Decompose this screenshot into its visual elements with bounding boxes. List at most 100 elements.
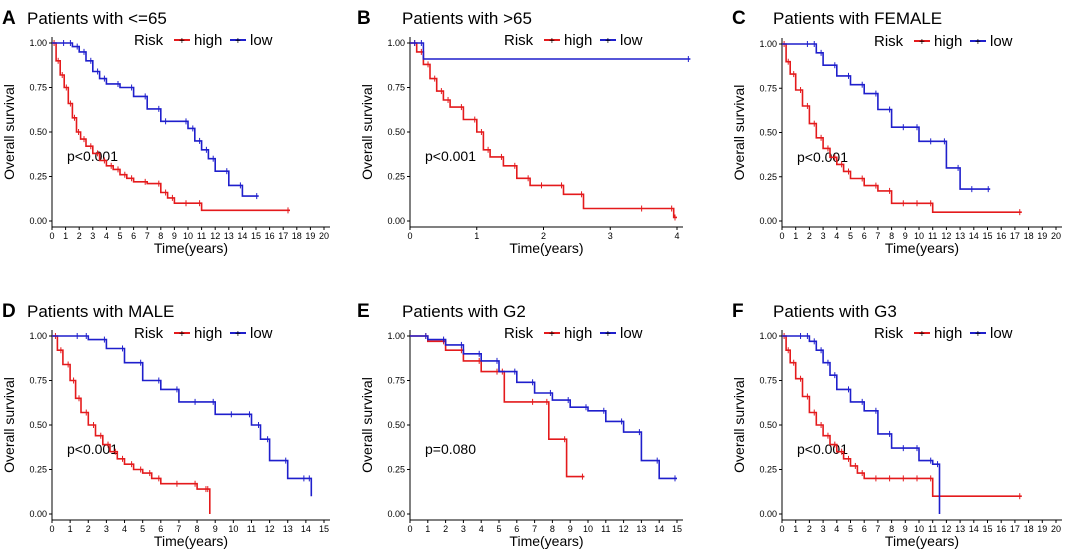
x-tick-label: 18	[292, 231, 302, 241]
x-tick-label: 7	[875, 231, 880, 241]
y-tick-label: 0.75	[759, 83, 777, 93]
x-tick-label: 15	[319, 524, 329, 534]
y-tick-label: 0.75	[759, 376, 777, 386]
y-tick-label: 0.00	[387, 509, 405, 519]
legend-title: Risk	[134, 32, 164, 49]
x-tick-label: 20	[1051, 231, 1061, 241]
legend-marker-low: +	[975, 329, 981, 340]
panel-letter: E	[357, 301, 370, 322]
x-tick-label: 17	[1010, 231, 1020, 241]
censor-marks-high	[783, 41, 1021, 216]
censor-marks-high	[54, 333, 209, 493]
x-tick-label: 11	[928, 524, 937, 534]
x-tick-label: 7	[145, 231, 150, 241]
y-tick-label: 0.50	[387, 420, 405, 430]
legend-title: Risk	[504, 32, 534, 49]
x-tick-label: 4	[674, 231, 679, 241]
x-tick-label: 8	[195, 524, 200, 534]
panel-letter: C	[732, 8, 746, 29]
legend-label-high: high	[934, 33, 962, 50]
panel-e: E Patients with G2 Risk + high + low 0.00 0.25 0.…	[357, 301, 683, 549]
x-tick-label: 9	[213, 524, 218, 534]
y-tick-label: 0.75	[29, 376, 47, 386]
curve-high	[782, 335, 1022, 497]
panel-b: B Patients with >65 Risk + high + low 0.00 0.25 0…	[357, 8, 691, 256]
x-tick-label: 5	[140, 524, 145, 534]
x-tick-label: 3	[461, 524, 466, 534]
legend: Risk + high + low	[504, 32, 643, 49]
legend: Risk + high + low	[874, 33, 1013, 50]
x-tick-label: 3	[821, 231, 826, 241]
legend: Risk + high + low	[874, 325, 1013, 342]
legend-title: Risk	[504, 325, 534, 342]
x-axis-label: Time(years)	[509, 533, 583, 549]
curve-high	[410, 42, 677, 219]
x-tick-label: 3	[90, 231, 95, 241]
x-tick-label: 10	[914, 231, 924, 241]
x-tick-label: 8	[158, 231, 163, 241]
legend: Risk + high + low	[134, 325, 273, 342]
x-tick-label: 6	[862, 231, 867, 241]
x-tick-label: 1	[63, 231, 68, 241]
y-axis-label: Overall survival	[731, 85, 747, 181]
censor-marks-low	[800, 333, 939, 468]
x-tick-label: 17	[278, 231, 288, 241]
p-value: p<0.001	[797, 149, 848, 165]
x-tick-label: 12	[941, 524, 951, 534]
panel-title: Patients with >65	[402, 9, 532, 28]
y-tick-label: 0.00	[387, 216, 405, 226]
censor-marks-low	[425, 333, 676, 482]
panel-title: Patients with G2	[402, 302, 526, 321]
x-tick-label: 11	[247, 524, 256, 534]
x-tick-label: 2	[807, 231, 812, 241]
x-tick-label: 3	[608, 231, 613, 241]
x-tick-label: 13	[224, 231, 234, 241]
y-tick-label: 0.00	[29, 216, 47, 226]
y-tick-label: 0.25	[29, 172, 47, 182]
x-tick-label: 5	[117, 231, 122, 241]
x-tick-label: 2	[541, 231, 546, 241]
x-tick-label: 1	[793, 231, 798, 241]
x-tick-label: 16	[996, 231, 1006, 241]
curve-high	[52, 42, 290, 212]
x-tick-label: 19	[305, 231, 315, 241]
x-tick-label: 11	[197, 231, 206, 241]
y-tick-label: 0.50	[29, 127, 47, 137]
legend-label-high: high	[194, 32, 222, 49]
y-tick-label: 0.75	[387, 376, 405, 386]
legend-label-high: high	[564, 325, 592, 342]
y-axis-label: Overall survival	[731, 377, 747, 473]
x-tick-label: 15	[982, 231, 992, 241]
x-tick-label: 12	[619, 524, 629, 534]
legend-title: Risk	[874, 33, 904, 50]
x-axis-label: Time(years)	[154, 240, 228, 256]
y-tick-label: 0.00	[759, 216, 777, 226]
x-tick-label: 13	[955, 231, 965, 241]
curve-low	[782, 335, 941, 514]
legend-marker-low: +	[605, 36, 611, 47]
x-tick-label: 13	[636, 524, 646, 534]
y-tick-label: 0.50	[759, 128, 777, 138]
y-tick-label: 0.50	[759, 420, 777, 430]
x-tick-label: 1	[474, 231, 479, 241]
legend-label-high: high	[564, 32, 592, 49]
y-tick-label: 0.75	[29, 83, 47, 93]
legend-label-high: high	[194, 325, 222, 342]
x-axis-label: Time(years)	[885, 533, 959, 549]
legend-label-low: low	[620, 325, 643, 342]
x-tick-label: 5	[848, 524, 853, 534]
panel-letter: B	[357, 8, 371, 29]
x-tick-label: 10	[228, 524, 238, 534]
legend-label-low: low	[990, 33, 1013, 50]
censor-marks-high	[783, 333, 1021, 500]
x-tick-label: 14	[301, 524, 311, 534]
x-tick-label: 19	[1037, 524, 1047, 534]
y-tick-label: 0.25	[759, 465, 777, 475]
x-tick-label: 20	[319, 231, 329, 241]
x-tick-label: 12	[265, 524, 275, 534]
x-tick-label: 13	[283, 524, 293, 534]
x-tick-label: 0	[49, 524, 54, 534]
x-tick-label: 15	[982, 524, 992, 534]
panel-letter: A	[2, 8, 16, 29]
x-tick-label: 12	[210, 231, 220, 241]
